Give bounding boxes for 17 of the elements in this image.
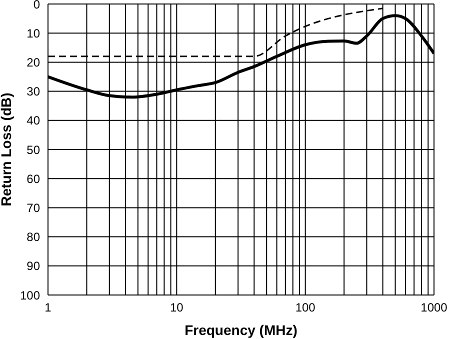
x-tick-label: 1	[44, 300, 52, 315]
y-tick-label: 80	[26, 230, 40, 244]
y-axis-title: Return Loss (dB)	[0, 92, 14, 206]
y-tick-label: 50	[26, 142, 40, 157]
y-tick-label: 0	[33, 0, 40, 12]
y-tick-label: 40	[26, 114, 40, 128]
y-tick-label: 30	[26, 84, 40, 99]
y-tick-label: 20	[26, 55, 40, 70]
y-tick-label: 100	[20, 288, 40, 302]
y-tick-label: 70	[26, 200, 40, 215]
x-tick-label: 10	[170, 300, 184, 315]
y-tick-label: 60	[26, 172, 40, 186]
x-tick-label: 100	[295, 300, 316, 315]
x-axis-title: Frequency (MHz)	[184, 322, 298, 338]
y-tick-label: 90	[26, 259, 40, 274]
x-tick-label: 1000	[420, 300, 448, 315]
y-tick-label: 10	[26, 26, 40, 40]
